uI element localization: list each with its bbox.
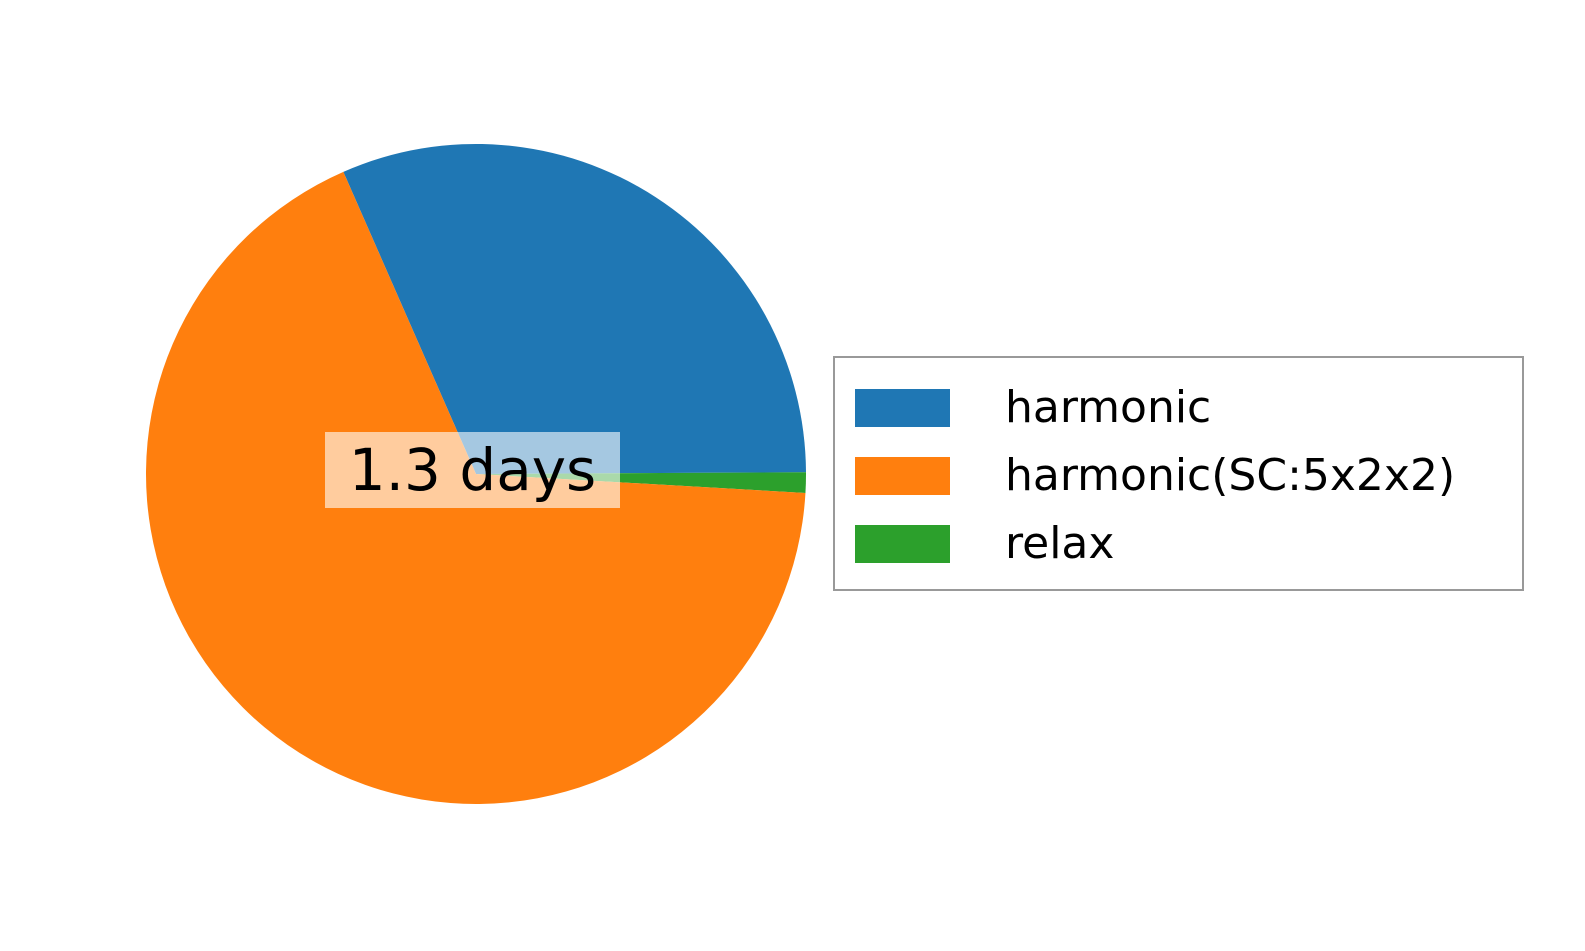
legend-label-harmonic: harmonic bbox=[1005, 382, 1212, 433]
legend-label-relax: relax bbox=[1005, 518, 1115, 569]
pie-slice-harmonic[interactable] bbox=[343, 143, 806, 474]
legend-swatch-harmonic-sc-5x2x2 bbox=[855, 457, 950, 495]
legend-swatch-relax bbox=[855, 525, 950, 563]
legend-swatch-harmonic bbox=[855, 389, 950, 427]
pie-center-label: 1.3 days bbox=[325, 432, 620, 508]
legend-entry-harmonic[interactable]: harmonic bbox=[855, 374, 1510, 442]
legend-entry-harmonic-sc-5x2x2[interactable]: harmonic(SC:5x2x2) bbox=[855, 442, 1510, 510]
legend-label-harmonic-sc-5x2x2: harmonic(SC:5x2x2) bbox=[1005, 450, 1456, 501]
legend-box: harmonic harmonic(SC:5x2x2) relax bbox=[833, 356, 1524, 591]
legend-entries: harmonic harmonic(SC:5x2x2) relax bbox=[855, 374, 1510, 579]
legend-entry-relax[interactable]: relax bbox=[855, 510, 1510, 578]
